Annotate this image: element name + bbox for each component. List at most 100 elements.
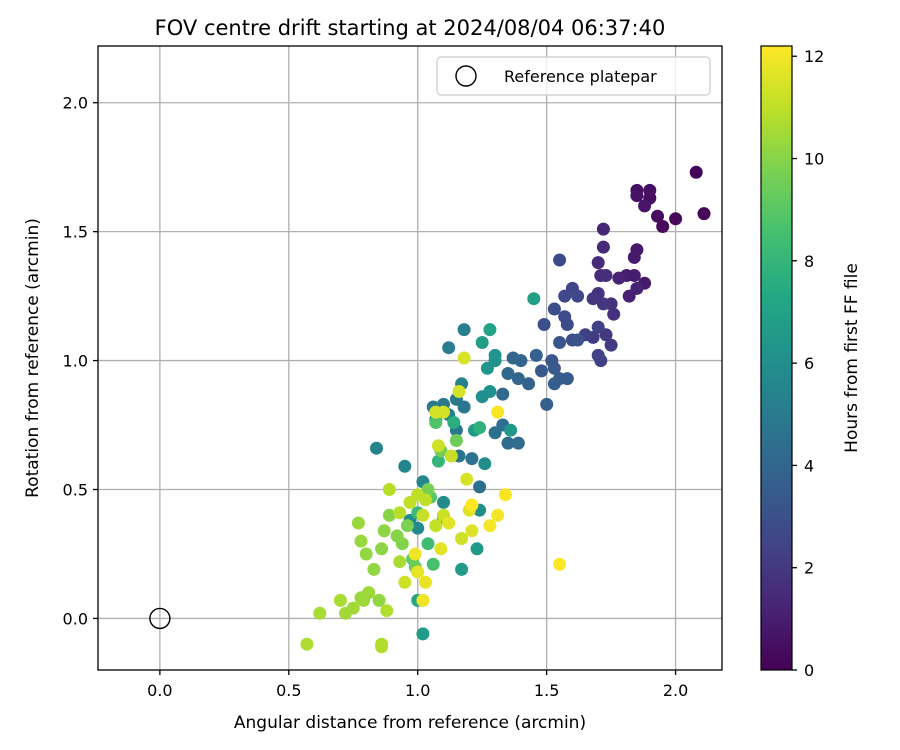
scatter-point xyxy=(591,256,605,270)
x-tick-label: 2.0 xyxy=(663,681,688,700)
y-tick-label: 1.5 xyxy=(63,223,88,242)
scatter-point xyxy=(449,434,463,447)
scatter-point xyxy=(529,348,543,362)
scatter-point xyxy=(480,361,494,375)
scatter-point xyxy=(571,333,585,347)
scatter-point xyxy=(465,524,479,538)
scatter-point xyxy=(390,529,404,543)
scatter-point xyxy=(465,498,479,512)
scatter-point xyxy=(393,555,407,569)
scatter-point xyxy=(586,292,600,306)
colorbar-tick-label: 8 xyxy=(804,252,814,271)
scatter-point xyxy=(506,351,520,365)
scatter-point xyxy=(437,495,450,509)
scatter-point xyxy=(607,307,621,321)
scatter-point xyxy=(300,637,314,651)
scatter-point xyxy=(382,508,396,522)
scatter-point xyxy=(511,436,525,450)
y-tick-label: 0.0 xyxy=(63,609,88,628)
scatter-point xyxy=(591,320,605,334)
scatter-point xyxy=(656,220,670,233)
legend-marker-circle xyxy=(455,65,477,87)
scatter-point xyxy=(491,508,505,522)
scatter-point xyxy=(527,292,541,306)
scatter-point xyxy=(501,367,515,380)
scatter-point xyxy=(367,562,381,576)
colorbar-tick-label: 6 xyxy=(804,354,814,373)
scatter-point xyxy=(478,457,492,471)
scatter-point xyxy=(465,452,479,466)
scatter-point xyxy=(442,341,456,355)
scatter-point xyxy=(429,519,443,533)
scatter-point xyxy=(535,364,548,378)
scatter-point xyxy=(380,604,394,618)
colorbar-ticks: 0 2 4 6 8 10 12 xyxy=(792,47,824,680)
scatter-point xyxy=(429,416,443,429)
scatter-point xyxy=(483,323,497,337)
scatter-point xyxy=(560,318,574,331)
scatter-point xyxy=(498,488,512,502)
scatter-point xyxy=(630,281,644,295)
colorbar-label: Hours from first FF file xyxy=(842,263,862,453)
scatter-point xyxy=(411,565,425,579)
scatter-point xyxy=(669,212,683,226)
scatter-point xyxy=(351,516,365,530)
x-tick-label: 1.0 xyxy=(405,681,430,700)
scatter-point xyxy=(522,377,536,391)
scatter-point xyxy=(419,575,432,589)
scatter-point xyxy=(416,593,430,607)
scatter-point xyxy=(599,269,613,282)
scatter-point xyxy=(591,348,605,362)
scatter-point xyxy=(444,449,458,463)
scatter-point xyxy=(455,532,469,545)
scatter-point xyxy=(627,250,641,264)
x-tick-label: 0.0 xyxy=(147,681,172,700)
scatter-point xyxy=(547,302,561,316)
scatter-point xyxy=(596,222,610,236)
y-axis-ticks: 0.0 0.5 1.0 1.5 2.0 xyxy=(63,94,98,628)
scatter-point xyxy=(612,271,626,285)
scatter-point xyxy=(452,385,466,398)
scatter-point xyxy=(488,426,502,440)
scatter-point xyxy=(473,480,487,494)
scatter-point xyxy=(434,542,448,556)
scatter-point xyxy=(571,289,585,303)
legend: Reference platepar xyxy=(436,56,711,96)
scatter-point xyxy=(537,318,551,331)
scatter-point xyxy=(596,297,610,311)
reference-marker xyxy=(149,607,171,630)
x-tick-label: 1.5 xyxy=(534,681,559,700)
scatter-point xyxy=(553,557,567,571)
scatter-point xyxy=(547,361,561,375)
scatter-point xyxy=(375,640,389,654)
scatter-point xyxy=(689,165,703,179)
scatter-point xyxy=(630,189,644,203)
y-tick-label: 0.5 xyxy=(63,481,88,500)
scatter-point xyxy=(354,591,368,605)
colorbar xyxy=(760,45,793,671)
colorbar-tick-label: 12 xyxy=(804,47,824,66)
chart-title: FOV centre drift starting at 2024/08/04 … xyxy=(155,16,666,40)
scatter-point xyxy=(416,627,430,641)
scatter-point xyxy=(457,351,471,365)
scatter-point xyxy=(421,483,435,496)
scatter-point xyxy=(375,542,389,556)
scatter-point xyxy=(333,593,347,607)
scatter-point xyxy=(460,472,474,486)
scatter-point xyxy=(431,454,445,468)
scatter-point xyxy=(377,524,391,538)
scatter-point xyxy=(437,405,450,419)
scatter-point xyxy=(604,338,618,352)
x-axis-label: Angular distance from reference (arcmin) xyxy=(234,713,586,733)
scatter-point xyxy=(483,385,497,398)
scatter-point xyxy=(416,508,430,522)
scatter-point xyxy=(354,534,368,548)
y-tick-label: 2.0 xyxy=(63,94,88,113)
scatter-point xyxy=(370,441,383,455)
scatter-point xyxy=(359,547,373,561)
scatter-point xyxy=(501,436,515,450)
y-tick-label: 1.0 xyxy=(63,352,88,371)
scatter-point xyxy=(457,323,471,337)
scatter-point xyxy=(540,397,554,411)
